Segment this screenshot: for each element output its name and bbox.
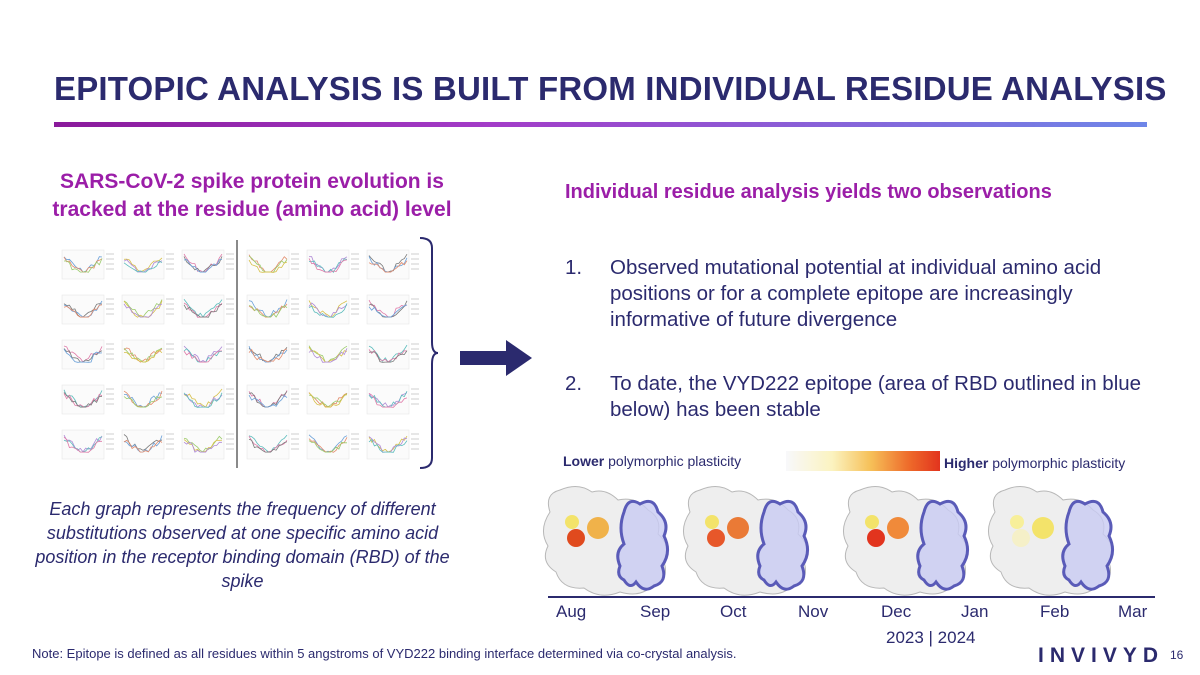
month-label: Jan bbox=[961, 602, 989, 621]
residue-graph-thumbnail bbox=[306, 294, 359, 325]
residue-graph-thumbnail bbox=[246, 384, 299, 415]
residue-graph-thumbnail bbox=[366, 384, 419, 415]
month-label: Oct bbox=[720, 602, 747, 621]
observation-1-number: 1. bbox=[565, 256, 583, 279]
residue-graph-thumbnail bbox=[246, 339, 299, 370]
residue-graph-thumbnail bbox=[61, 384, 114, 415]
residue-graph-thumbnail bbox=[61, 294, 114, 325]
residue-graph-thumbnail bbox=[181, 429, 234, 460]
residue-graph-thumbnail bbox=[366, 429, 419, 460]
left-heading-line1: SARS-CoV-2 spike protein evolution is bbox=[60, 170, 444, 193]
left-heading-line2: tracked at the residue (amino acid) leve… bbox=[52, 198, 452, 221]
residue-graph-thumbnail bbox=[246, 249, 299, 280]
month-label: Sep bbox=[640, 602, 671, 621]
right-heading: Individual residue analysis yields two o… bbox=[565, 181, 1052, 203]
month-label: Nov bbox=[798, 602, 829, 621]
observation-1-text: Observed mutational potential at individ… bbox=[610, 256, 1102, 331]
residue-graph-thumbnail bbox=[306, 429, 359, 460]
month-axis: Aug Sep Oct Nov Dec Jan Feb Mar bbox=[540, 602, 1160, 626]
residue-graph-thumbnail bbox=[246, 294, 299, 325]
month-label: Dec bbox=[881, 602, 912, 621]
residue-graph-thumbnail bbox=[61, 249, 114, 280]
plasticity-gradient-bar bbox=[786, 451, 940, 471]
legend-low-rest: polymorphic plasticity bbox=[604, 453, 742, 469]
residue-graph-thumbnail bbox=[61, 339, 114, 370]
residue-graph-thumbnail bbox=[366, 294, 419, 325]
page-title: EPITOPIC ANALYSIS IS BUILT FROM INDIVIDU… bbox=[54, 70, 1167, 107]
residue-graph-thumbnail bbox=[366, 249, 419, 280]
residue-graphs-grid bbox=[61, 249, 419, 460]
residue-graph-thumbnail bbox=[181, 294, 234, 325]
right-bracket bbox=[419, 237, 438, 469]
residue-graph-thumbnail bbox=[306, 384, 359, 415]
graphs-caption: Each graph represents the frequency of d… bbox=[35, 499, 450, 591]
month-label: Feb bbox=[1040, 602, 1070, 621]
month-label: Mar bbox=[1118, 602, 1148, 621]
residue-graph-thumbnail bbox=[306, 339, 359, 370]
rbd-structure bbox=[843, 486, 969, 596]
legend-high-label: Higher polymorphic plasticity bbox=[944, 455, 1125, 471]
residue-graph-thumbnail bbox=[61, 429, 114, 460]
residue-graph-thumbnail bbox=[181, 384, 234, 415]
residue-graph-thumbnail bbox=[306, 249, 359, 280]
residue-graph-thumbnail bbox=[121, 294, 174, 325]
residue-graph-thumbnail bbox=[181, 249, 234, 280]
residue-graph-thumbnail bbox=[121, 339, 174, 370]
arrow-right-icon bbox=[460, 340, 532, 376]
legend-high-rest: polymorphic plasticity bbox=[988, 455, 1126, 471]
rbd-structure bbox=[683, 486, 809, 596]
residue-graph-thumbnail bbox=[366, 339, 419, 370]
observation-2-text: To date, the VYD222 epitope (area of RBD… bbox=[610, 372, 1142, 421]
year-label: 2023 | 2024 bbox=[886, 628, 976, 647]
footnote: Note: Epitope is defined as all residues… bbox=[32, 646, 737, 661]
left-heading: SARS-CoV-2 spike protein evolution is tr… bbox=[22, 168, 482, 224]
observation-1: 1. Observed mutational potential at indi… bbox=[565, 255, 1165, 333]
residue-graph-thumbnail bbox=[121, 429, 174, 460]
residue-graph-thumbnail bbox=[121, 384, 174, 415]
grid-divider bbox=[236, 240, 238, 468]
residue-graph-thumbnail bbox=[181, 339, 234, 370]
invivyd-logo: INVIVYD bbox=[1038, 644, 1165, 667]
legend-low-bold: Lower bbox=[563, 453, 605, 469]
observation-2-number: 2. bbox=[565, 372, 583, 395]
title-underline bbox=[54, 122, 1147, 127]
rbd-structure bbox=[543, 486, 669, 596]
month-label: Aug bbox=[556, 602, 587, 621]
legend-high-bold: Higher bbox=[944, 455, 989, 471]
rbd-structures-timeline bbox=[543, 486, 1155, 598]
observation-2: 2. To date, the VYD222 epitope (area of … bbox=[565, 371, 1165, 423]
rbd-structure bbox=[988, 486, 1114, 596]
page-number: 16 bbox=[1170, 648, 1184, 662]
residue-graph-thumbnail bbox=[246, 429, 299, 460]
residue-graph-thumbnail bbox=[121, 249, 174, 280]
legend-low-label: Lower polymorphic plasticity bbox=[563, 453, 741, 469]
